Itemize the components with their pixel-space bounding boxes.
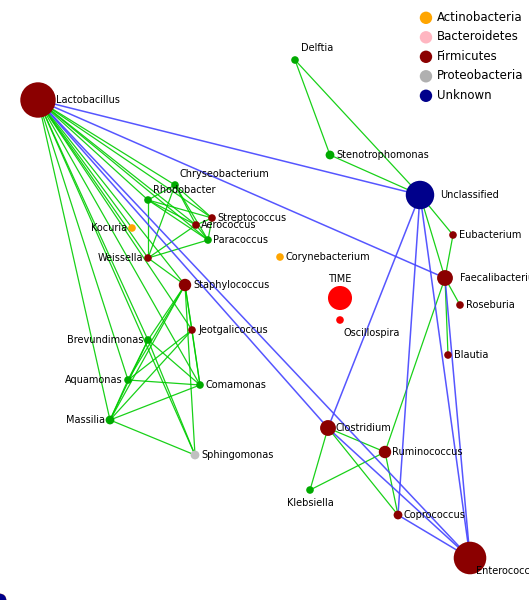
Point: [144, 253, 152, 263]
Text: Corynebacterium: Corynebacterium: [286, 252, 371, 262]
Point: [449, 230, 457, 240]
Point: [381, 447, 389, 457]
Point: [191, 450, 199, 460]
Point: [128, 223, 136, 233]
Point: [208, 213, 216, 223]
Point: [326, 150, 334, 160]
Point: [291, 55, 299, 65]
Point: [106, 415, 114, 425]
Text: Kocuria: Kocuria: [91, 223, 127, 233]
Text: Aquamonas: Aquamonas: [66, 375, 123, 385]
Text: Oscillospira: Oscillospira: [344, 328, 400, 338]
Point: [144, 195, 152, 205]
Text: Streptococcus: Streptococcus: [217, 213, 286, 223]
Point: [276, 252, 284, 262]
Text: Staphylococcus: Staphylococcus: [193, 280, 269, 290]
Point: [171, 180, 179, 190]
Text: Chryseobacterium: Chryseobacterium: [180, 169, 270, 179]
Legend: Actinobacteria, Bacteroidetes, Firmicutes, Proteobacteria, Unknown: Actinobacteria, Bacteroidetes, Firmicute…: [421, 11, 523, 102]
Point: [144, 335, 152, 345]
Point: [196, 380, 204, 390]
Text: Massilia: Massilia: [66, 415, 105, 425]
Point: [188, 325, 196, 335]
Point: [181, 280, 189, 290]
Text: Stenotrophomonas: Stenotrophomonas: [336, 150, 428, 160]
Point: [416, 190, 424, 200]
Text: Lactobacillus: Lactobacillus: [56, 95, 120, 105]
Point: [456, 300, 464, 310]
Text: Brevundimonas: Brevundimonas: [67, 335, 143, 345]
Point: [34, 95, 42, 105]
Point: [444, 350, 452, 360]
Text: Coprococcus: Coprococcus: [404, 510, 466, 520]
Point: [336, 315, 344, 325]
Text: Ruminococcus: Ruminococcus: [392, 447, 462, 457]
Point: [394, 510, 402, 520]
Text: Enterococcus: Enterococcus: [476, 566, 529, 576]
Text: Klebsiella: Klebsiella: [287, 498, 333, 508]
Text: Jeotgalicoccus: Jeotgalicoccus: [198, 325, 268, 335]
Text: Rhodobacter: Rhodobacter: [153, 185, 215, 195]
Point: [324, 423, 332, 433]
Point: [306, 485, 314, 495]
Text: TIME: TIME: [329, 274, 352, 284]
Point: [336, 293, 344, 303]
Point: [441, 273, 449, 283]
Text: Blautia: Blautia: [454, 350, 488, 360]
Point: [466, 553, 474, 563]
Text: Clostridium: Clostridium: [336, 423, 392, 433]
Text: Weissella: Weissella: [97, 253, 143, 263]
Point: [124, 375, 132, 385]
Text: Faecalibacterium: Faecalibacterium: [460, 273, 529, 283]
Text: Aerococcus: Aerococcus: [201, 220, 257, 230]
Point: [204, 235, 212, 245]
Text: Paracoccus: Paracoccus: [213, 235, 268, 245]
Text: Sphingomonas: Sphingomonas: [201, 450, 273, 460]
Text: Comamonas: Comamonas: [205, 380, 266, 390]
Text: Eubacterium: Eubacterium: [459, 230, 522, 240]
Text: Delftia: Delftia: [301, 43, 333, 53]
Text: Unclassified: Unclassified: [440, 190, 499, 200]
Text: Roseburia: Roseburia: [466, 300, 515, 310]
Point: [192, 220, 200, 230]
